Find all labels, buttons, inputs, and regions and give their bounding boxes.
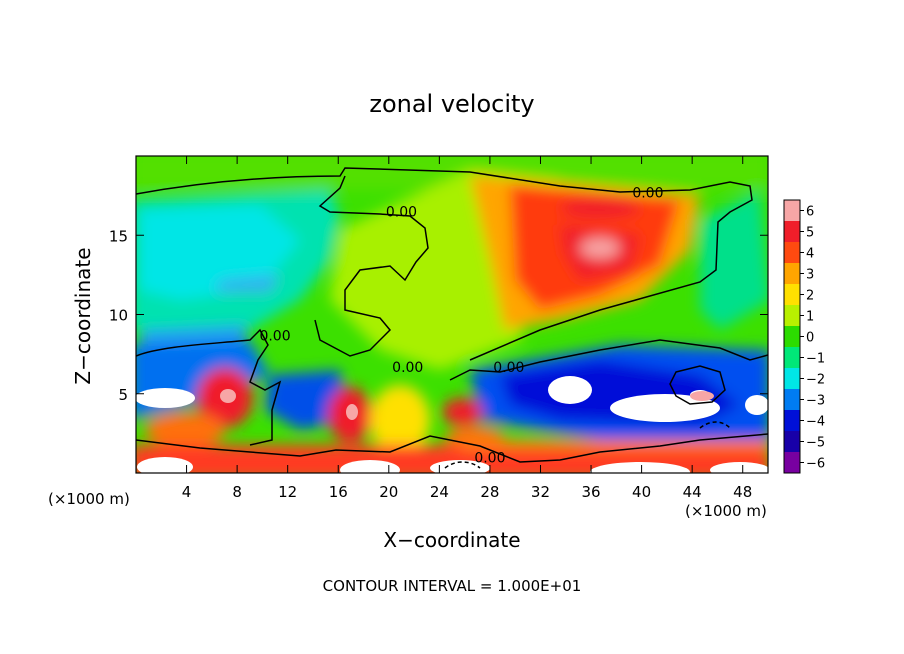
x-tick-label: 20 <box>379 483 398 501</box>
colorbar-tick-label: −1 <box>806 352 825 367</box>
colorbar-tick-label: −3 <box>806 394 825 409</box>
x-axis-ticks: 4 8 12 16 20 24 28 32 36 40 44 48 <box>182 156 752 501</box>
colorbar-swatch <box>784 305 800 326</box>
colorbar-swatch <box>784 452 800 473</box>
contour-label: 0.00 <box>474 450 505 466</box>
field-yellow-blob <box>370 385 430 455</box>
colorbar-swatch <box>784 200 800 221</box>
contour-label: 0.00 <box>259 328 290 344</box>
field-white-bottom-a <box>137 457 193 473</box>
x-tick-label: 44 <box>683 483 702 501</box>
x-tick-label: 16 <box>329 483 348 501</box>
x-tick-label: 40 <box>632 483 651 501</box>
colorbar-tick-label: 2 <box>806 289 814 304</box>
contour-interval-note: CONTOUR INTERVAL = 1.000E+01 <box>323 577 582 595</box>
x-tick-label: 28 <box>480 483 499 501</box>
field-pink-spot <box>580 238 620 258</box>
field-pink-spot-low <box>220 389 236 403</box>
y-tick-label: 15 <box>109 227 128 245</box>
field-white-bottom-b <box>340 460 400 473</box>
colorbar-swatch <box>784 431 800 452</box>
colorbar-tick-label: −2 <box>806 373 825 388</box>
contour-label: 0.00 <box>386 205 417 221</box>
colorbar-tick-label: −5 <box>806 436 825 451</box>
field-white-bottom-c <box>430 460 490 473</box>
y-axis-label: Z−coordinate <box>71 247 95 384</box>
field-white-spot-b <box>610 394 720 422</box>
field-white-spot-a <box>548 376 592 404</box>
field-left-blue-streak-2 <box>215 275 280 292</box>
x-tick-label: 24 <box>430 483 449 501</box>
contour-dashed-a <box>444 461 481 469</box>
colorbar-swatch <box>784 284 800 305</box>
field-white-left <box>136 388 195 408</box>
colorbar-swatch <box>784 221 800 242</box>
x-tick-label: 48 <box>733 483 752 501</box>
x-tick-label: 32 <box>531 483 550 501</box>
field-pink-spot-right <box>690 391 714 401</box>
colorbar-swatch <box>784 368 800 389</box>
colorbar-tick-label: 4 <box>806 247 814 262</box>
contour-mid <box>314 175 429 357</box>
x-tick-label: 12 <box>278 483 297 501</box>
contour-label: 0.00 <box>632 186 663 202</box>
contour-lower-band <box>449 339 768 381</box>
colorbar-tick-label: 3 <box>806 268 814 283</box>
colorbar-tick-label: −4 <box>806 415 825 430</box>
colorbar-swatch <box>784 326 800 347</box>
colorbar-tick-label: 5 <box>806 226 814 241</box>
y-tick-label: 10 <box>109 307 128 325</box>
colorbar-tick-label: 0 <box>806 331 814 346</box>
y-axis-ticks: 5 10 15 <box>109 227 768 404</box>
colorbar-swatch <box>784 242 800 263</box>
x-tick-label: 4 <box>182 483 192 501</box>
field-white-bottom-e <box>710 462 768 473</box>
zero-contours <box>136 167 768 469</box>
contour-label: 0.00 <box>493 360 524 376</box>
colorbar-swatch <box>784 347 800 368</box>
contour-dashed-b <box>699 421 731 429</box>
field-right-cyan <box>700 190 768 330</box>
x-unit-left: (×1000 m) <box>48 490 130 508</box>
field-red-top-spot <box>560 198 640 218</box>
contour-labels: 0.00 0.00 0.00 0.00 0.00 0.00 <box>259 186 663 467</box>
contour-bottom <box>136 433 768 463</box>
contour-left <box>136 328 282 446</box>
field-white-spot-d <box>745 395 768 415</box>
contour-upper <box>136 167 753 361</box>
field-red-blob-3 <box>442 398 482 426</box>
contour-right-loop <box>669 365 726 405</box>
x-tick-label: 8 <box>232 483 242 501</box>
contour-label: 0.00 <box>392 360 423 376</box>
y-tick-label: 5 <box>118 386 128 404</box>
colorbar-swatch <box>784 410 800 431</box>
field-orange-blob-1 <box>145 412 225 448</box>
field-bottom-orange <box>460 440 768 450</box>
colorbar-tick-label: 6 <box>806 205 814 220</box>
field-white-bottom-d <box>590 462 690 473</box>
field-pink-spot-low-2 <box>346 404 358 420</box>
colorbar-swatch <box>784 263 800 284</box>
plot-area <box>136 156 768 473</box>
field-left-cyan-2 <box>140 205 300 300</box>
colorbar: 6 5 4 3 2 1 0 −1 −2 −3 −4 −5 −6 <box>783 199 825 474</box>
velocity-field <box>136 156 768 473</box>
x-unit-right: (×1000 m) <box>685 502 767 520</box>
colorbar-tick-label: 1 <box>806 310 814 325</box>
colorbar-tick-label: −6 <box>806 457 825 472</box>
x-axis-label: X−coordinate <box>383 528 520 552</box>
colorbar-swatch <box>784 389 800 410</box>
x-tick-label: 36 <box>581 483 600 501</box>
chart-title: zonal velocity <box>369 90 534 118</box>
